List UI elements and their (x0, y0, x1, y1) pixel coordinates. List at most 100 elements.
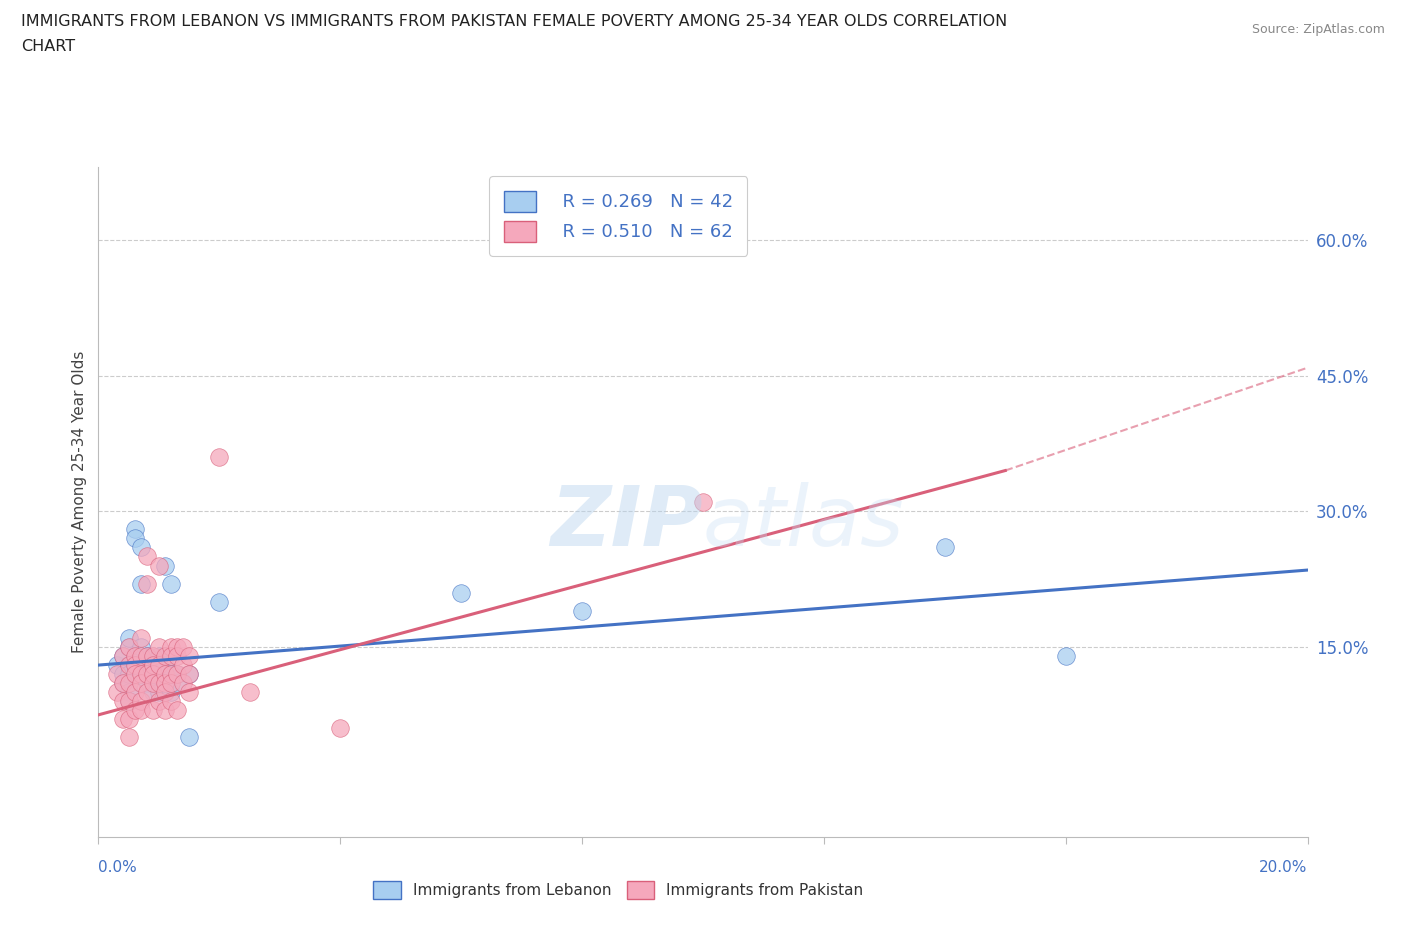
Point (142, 684, 165, 699)
Point (105, 658, 128, 672)
Point (142, 703, 165, 718)
Point (153, 703, 176, 718)
Point (111, 648, 134, 663)
Point (166, 676, 188, 691)
Point (118, 694, 141, 709)
Point (148, 658, 170, 672)
Point (166, 640, 188, 655)
Point (129, 703, 152, 718)
Point (153, 667, 176, 682)
Point (179, 730, 201, 745)
Point (135, 658, 157, 672)
Point (179, 684, 201, 699)
Point (135, 549, 157, 564)
Point (129, 577, 152, 591)
Point (142, 658, 165, 672)
Point (153, 684, 176, 699)
Point (153, 676, 176, 691)
Point (166, 703, 188, 718)
Point (329, 721, 352, 736)
Point (571, 604, 593, 618)
Point (118, 667, 141, 682)
Text: IMMIGRANTS FROM LEBANON VS IMMIGRANTS FROM PAKISTAN FEMALE POVERTY AMONG 25-34 Y: IMMIGRANTS FROM LEBANON VS IMMIGRANTS FR… (21, 14, 1007, 29)
Point (129, 540, 152, 555)
Point (111, 648, 134, 663)
Point (239, 684, 262, 699)
Point (135, 577, 157, 591)
Point (142, 648, 165, 663)
Point (129, 694, 152, 709)
Point (142, 676, 165, 691)
Point (692, 495, 714, 510)
Point (111, 712, 134, 727)
Point (129, 648, 152, 663)
Point (111, 676, 134, 691)
Point (129, 676, 152, 691)
Point (153, 648, 176, 663)
Point (1054, 648, 1077, 663)
Point (129, 640, 152, 655)
Point (148, 658, 170, 672)
Point (148, 640, 170, 655)
Point (166, 667, 188, 682)
Point (129, 667, 152, 682)
Point (172, 640, 194, 655)
Point (172, 658, 194, 672)
Point (148, 648, 170, 663)
Point (208, 594, 231, 609)
Point (160, 640, 183, 655)
Point (148, 684, 170, 699)
Point (111, 667, 134, 682)
Point (118, 640, 141, 655)
Point (118, 684, 141, 699)
Point (111, 676, 134, 691)
Point (160, 694, 183, 709)
Point (135, 684, 157, 699)
Point (118, 658, 141, 672)
Point (179, 667, 201, 682)
Point (118, 694, 141, 709)
Point (118, 730, 141, 745)
Point (208, 449, 231, 464)
Legend: Immigrants from Lebanon, Immigrants from Pakistan: Immigrants from Lebanon, Immigrants from… (366, 873, 872, 907)
Point (118, 676, 141, 691)
Point (124, 658, 146, 672)
Point (135, 667, 157, 682)
Point (135, 648, 157, 663)
Text: Source: ZipAtlas.com: Source: ZipAtlas.com (1251, 23, 1385, 36)
Point (179, 667, 201, 682)
Point (172, 676, 194, 691)
Point (160, 667, 183, 682)
Point (135, 676, 157, 691)
Point (129, 631, 152, 645)
Point (118, 631, 141, 645)
Point (148, 667, 170, 682)
Text: 0.0%: 0.0% (98, 860, 138, 875)
Point (111, 694, 134, 709)
Point (118, 640, 141, 655)
Point (142, 667, 165, 682)
Point (148, 558, 170, 573)
Point (124, 703, 146, 718)
Text: CHART: CHART (21, 39, 75, 54)
Point (160, 648, 183, 663)
Point (118, 658, 141, 672)
Point (118, 712, 141, 727)
Point (934, 540, 956, 555)
Point (160, 667, 183, 682)
Point (124, 658, 146, 672)
Point (124, 648, 146, 663)
Point (166, 648, 188, 663)
Point (179, 648, 201, 663)
Text: 20.0%: 20.0% (1260, 860, 1308, 875)
Text: atlas: atlas (703, 482, 904, 563)
Point (124, 648, 146, 663)
Point (160, 684, 183, 699)
Point (160, 676, 183, 691)
Point (105, 684, 128, 699)
Text: ZIP: ZIP (550, 482, 703, 563)
Point (142, 667, 165, 682)
Point (105, 667, 128, 682)
Point (148, 694, 170, 709)
Point (124, 522, 146, 537)
